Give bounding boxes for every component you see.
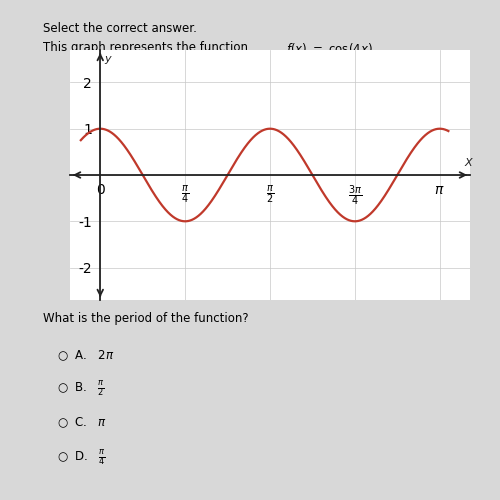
Text: Select the correct answer.: Select the correct answer. [44, 22, 198, 35]
Text: What is the period of the function?: What is the period of the function? [44, 312, 249, 326]
Text: $\bigcirc$  B.   $\frac{\pi}{2}$: $\bigcirc$ B. $\frac{\pi}{2}$ [57, 380, 105, 398]
Text: y: y [104, 54, 111, 64]
Text: X: X [464, 158, 471, 168]
Text: $f(x)\ =\ \mathrm{cos}(4x)$: $f(x)\ =\ \mathrm{cos}(4x)$ [286, 41, 372, 56]
Text: $\bigcirc$  C.   $\pi$: $\bigcirc$ C. $\pi$ [57, 416, 108, 430]
Text: $\bigcirc$  A.   $2\pi$: $\bigcirc$ A. $2\pi$ [57, 348, 114, 363]
Text: This graph represents the function: This graph represents the function [44, 41, 252, 54]
Text: $\bigcirc$  D.   $\frac{\pi}{4}$: $\bigcirc$ D. $\frac{\pi}{4}$ [57, 449, 106, 468]
